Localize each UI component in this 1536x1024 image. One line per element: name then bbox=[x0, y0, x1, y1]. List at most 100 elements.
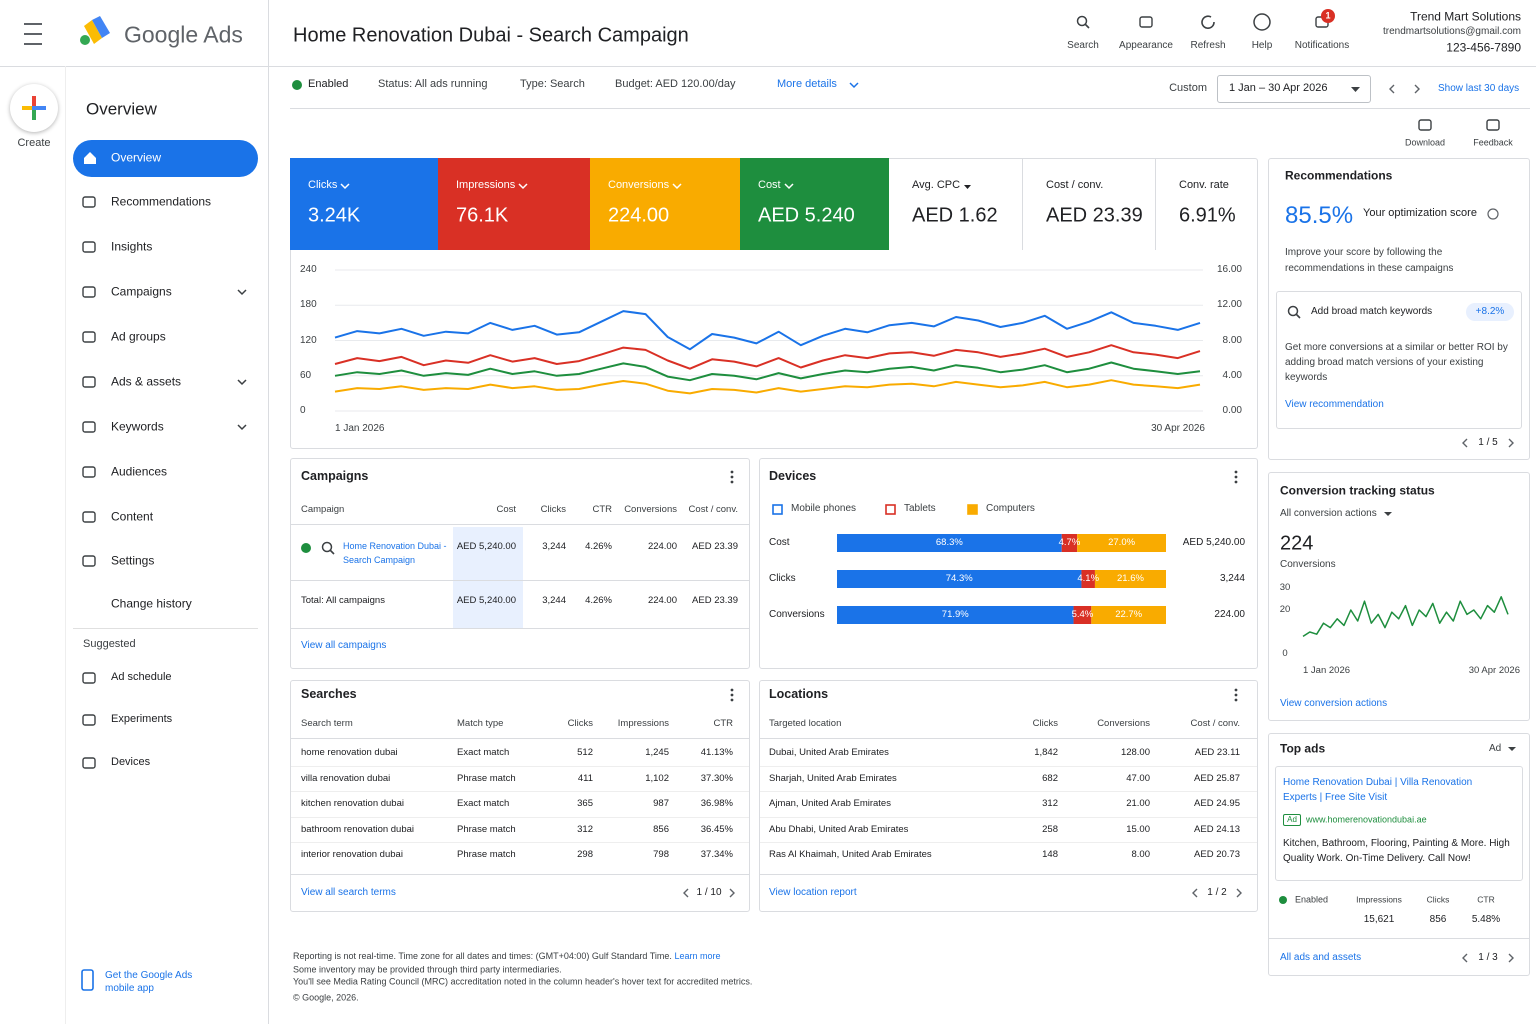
all-ads-link[interactable]: All ads and assets bbox=[1280, 951, 1362, 963]
campaign-name-link[interactable]: Home Renovation Dubai - Search Campaign bbox=[343, 541, 447, 565]
ad-filter[interactable]: Ad bbox=[1489, 742, 1502, 754]
status-item: Budget: AED 120.00/day bbox=[615, 78, 736, 91]
nav-item[interactable]: Overview bbox=[111, 150, 162, 165]
table-cell: 148 bbox=[1042, 849, 1058, 861]
nav-item[interactable]: Ad schedule bbox=[111, 671, 172, 684]
logo-mark bbox=[84, 20, 102, 44]
scorecard-value: AED 23.39 bbox=[1046, 204, 1143, 227]
tool-label[interactable]: Notifications bbox=[1294, 39, 1350, 51]
bar-value-label: 71.9% bbox=[941, 609, 969, 621]
nav-item[interactable]: Keywords bbox=[111, 419, 164, 434]
nav-item[interactable]: Recommendations bbox=[111, 194, 212, 209]
nav-item[interactable]: Change history bbox=[111, 596, 192, 611]
view-conversion-actions-link[interactable]: View conversion actions bbox=[1280, 697, 1388, 709]
table-cell: 856 bbox=[653, 824, 669, 836]
row-divider bbox=[291, 817, 749, 818]
sidebar-heading: Overview bbox=[86, 99, 157, 119]
scorecard-label[interactable]: Avg. CPC bbox=[912, 179, 961, 192]
table-cell: 36.45% bbox=[700, 824, 733, 836]
total-cell: AED 5,240.00 bbox=[456, 595, 516, 607]
table-cell: Sharjah, United Arab Emirates bbox=[769, 773, 897, 785]
phone-icon bbox=[81, 969, 94, 991]
nav-item[interactable]: Experiments bbox=[111, 713, 173, 726]
table-cell: 37.34% bbox=[700, 849, 733, 861]
table-cell: Phrase match bbox=[457, 849, 516, 861]
chevron-icon bbox=[237, 379, 247, 386]
view-location-report-link[interactable]: View location report bbox=[769, 886, 857, 898]
scorecard-label[interactable]: Conversions bbox=[608, 179, 670, 192]
y-tick-label: 0 bbox=[1282, 648, 1288, 660]
tool-label[interactable]: Help bbox=[1251, 39, 1273, 51]
x-tick-label: 30 Apr 2026 bbox=[1151, 422, 1205, 434]
tool-label[interactable]: Appearance bbox=[1119, 39, 1173, 51]
action-icon bbox=[1418, 119, 1432, 131]
row-divider bbox=[291, 874, 749, 875]
view-search-terms-link[interactable]: View all search terms bbox=[301, 886, 396, 898]
total-cell: 224.00 bbox=[647, 595, 677, 607]
account-name: Trend Mart Solutions bbox=[1410, 9, 1521, 24]
mobile-app-link[interactable]: Get the Google Ads mobile app bbox=[105, 970, 193, 994]
table-cell: Exact match bbox=[457, 747, 510, 759]
table-cell: AED 5,240.00 bbox=[456, 541, 516, 553]
scorecard-label[interactable]: Conv. rate bbox=[1179, 179, 1229, 192]
date-range[interactable]: 1 Jan – 30 Apr 2026 bbox=[1229, 82, 1328, 95]
uplift-pill bbox=[1466, 303, 1514, 321]
nav-icon bbox=[82, 757, 96, 769]
nav-item[interactable]: Content bbox=[111, 509, 154, 524]
x-tick-label: 1 Jan 2026 bbox=[1303, 665, 1351, 677]
recommendation-title: Add broad match keywords bbox=[1311, 305, 1433, 317]
bar-value-label: 27.0% bbox=[1108, 537, 1136, 549]
date-mode: Custom bbox=[1169, 82, 1207, 95]
footer-line: Reporting is not real-time. Time zone fo… bbox=[293, 951, 720, 962]
nav-item[interactable]: Ads & assets bbox=[111, 374, 182, 389]
nav-icon bbox=[82, 672, 96, 684]
header-divider bbox=[760, 738, 1257, 739]
ad-badge bbox=[1283, 814, 1301, 826]
show-last-30-days[interactable]: Show last 30 days bbox=[1438, 82, 1520, 94]
ad-headline[interactable]: Home Renovation Dubai | Villa Renovation… bbox=[1283, 777, 1473, 803]
nav-item[interactable]: Ad groups bbox=[111, 329, 166, 344]
sorted-column-highlight bbox=[453, 527, 523, 629]
table-cell: 37.30% bbox=[700, 773, 733, 785]
card-title: Campaigns bbox=[301, 469, 369, 484]
learn-more-link[interactable]: Learn more bbox=[674, 951, 721, 961]
card-title: Devices bbox=[769, 469, 817, 484]
view-recommendation-link[interactable]: View recommendation bbox=[1285, 398, 1384, 410]
create-label[interactable]: Create bbox=[17, 137, 51, 150]
nav-item[interactable]: Settings bbox=[111, 553, 155, 568]
table-cell: 312 bbox=[1042, 798, 1058, 810]
column-header: Match type bbox=[457, 718, 504, 730]
table-cell: 15.00 bbox=[1126, 824, 1150, 836]
table-cell: 41.13% bbox=[700, 747, 733, 759]
row-divider bbox=[760, 791, 1257, 792]
scorecard bbox=[590, 158, 740, 250]
table-cell: 512 bbox=[577, 747, 593, 759]
scorecard-label[interactable]: Impressions bbox=[456, 179, 516, 192]
status-item: Type: Search bbox=[520, 78, 585, 91]
scorecard-label[interactable]: Cost bbox=[758, 179, 781, 192]
scorecard-label[interactable]: Clicks bbox=[308, 179, 338, 192]
footer-note: Reporting is not real-time. Time zone fo… bbox=[293, 951, 672, 961]
nav-item[interactable]: Campaigns bbox=[111, 284, 172, 299]
scorecard-label[interactable]: Cost / conv. bbox=[1046, 179, 1104, 192]
report-action[interactable]: Download bbox=[1404, 137, 1446, 148]
nav-item[interactable]: Audiences bbox=[111, 464, 168, 479]
view-all-campaigns-link[interactable]: View all campaigns bbox=[301, 639, 387, 651]
y-tick-label: 60 bbox=[300, 369, 312, 381]
tool-label[interactable]: Refresh bbox=[1190, 39, 1226, 51]
y-tick-label: 20 bbox=[1279, 604, 1291, 616]
searches-card bbox=[290, 680, 750, 912]
conversion-filter[interactable]: All conversion actions bbox=[1280, 507, 1377, 519]
y2-tick-label: 4.00 bbox=[1222, 369, 1242, 381]
conversion-value-label: Conversions bbox=[1280, 558, 1336, 570]
table-cell: AED 24.95 bbox=[1194, 798, 1240, 810]
nav-icon bbox=[82, 286, 96, 298]
nav-item[interactable]: Devices bbox=[111, 756, 151, 769]
bar-value-label: 74.3% bbox=[945, 573, 973, 585]
scorecard-value: 76.1K bbox=[456, 204, 509, 227]
table-cell: 312 bbox=[577, 824, 593, 836]
nav-item[interactable]: Insights bbox=[111, 239, 153, 254]
report-action[interactable]: Feedback bbox=[1473, 137, 1513, 148]
tool-label[interactable]: Search bbox=[1067, 39, 1099, 51]
more-details-link[interactable]: More details bbox=[777, 78, 837, 91]
